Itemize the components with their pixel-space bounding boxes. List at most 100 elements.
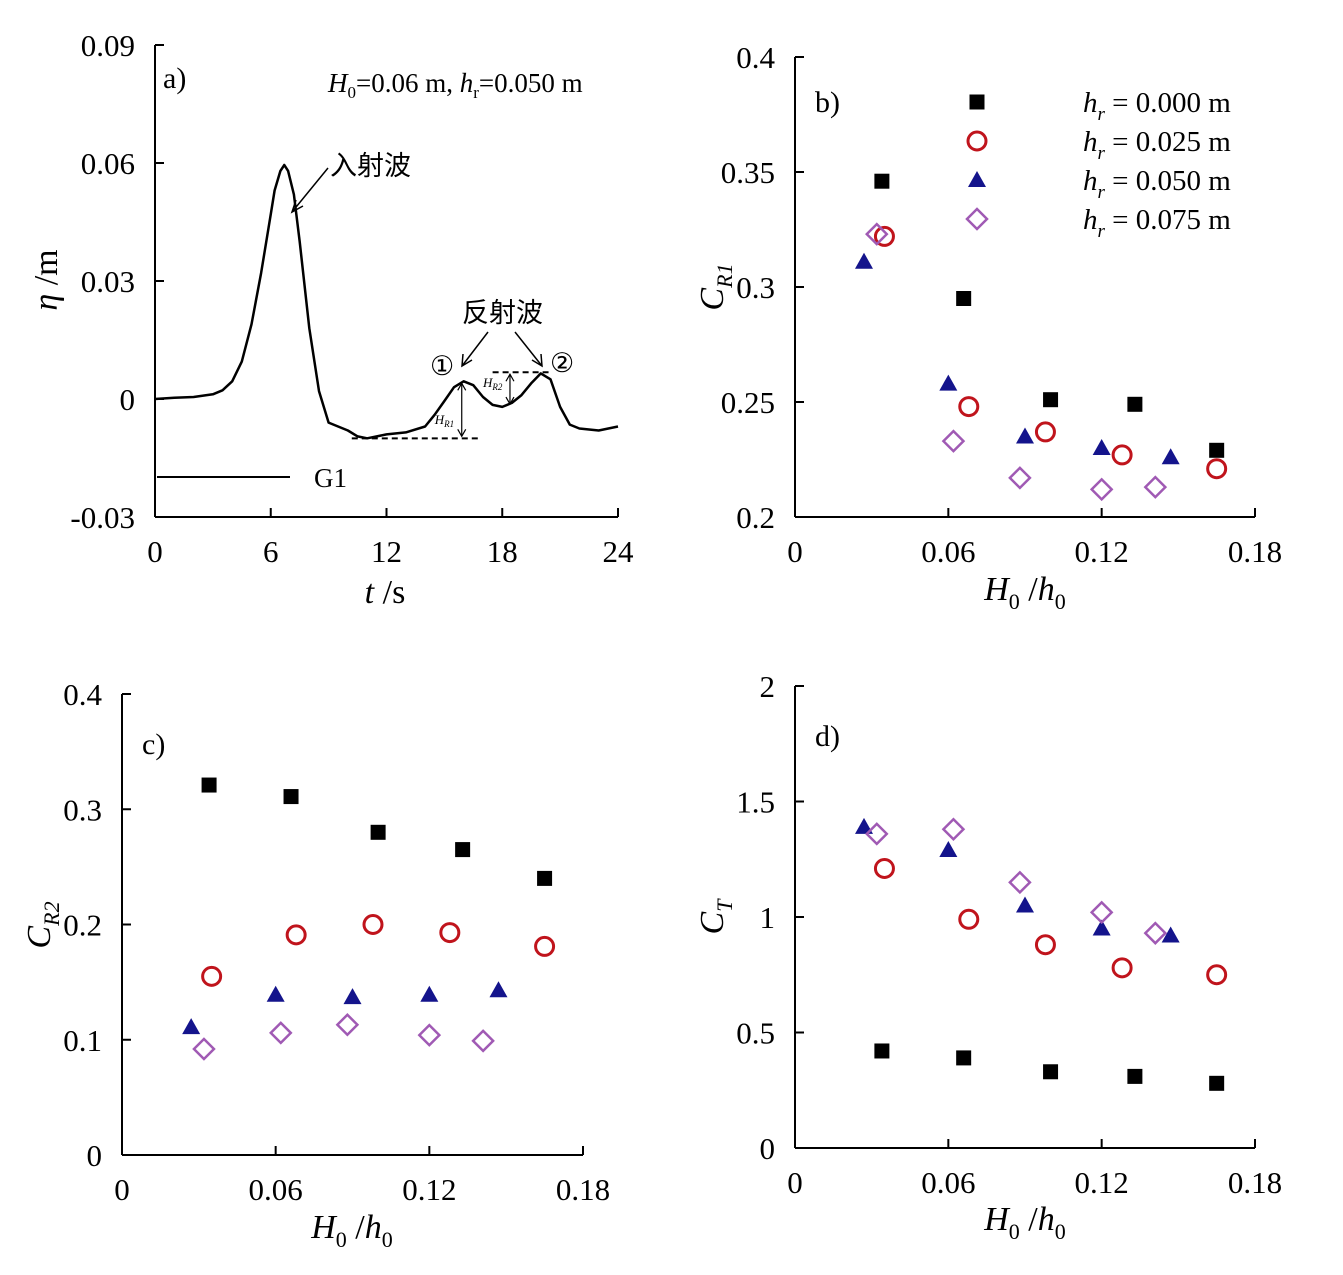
circle-marker [1034,421,1056,443]
y-axis-label-C: C [694,288,731,311]
circle-marker [873,857,895,879]
triangle-marker [182,1018,201,1035]
square-marker [874,1043,890,1059]
legend-entry: hr = 0.050 m [1083,165,1231,203]
annotation-h: h [460,68,474,98]
series-diamond [865,817,1168,945]
legend-entry-value: = 0.075 m [1105,204,1231,236]
y-tick-label: 0.35 [721,155,775,190]
x-tick-label: 0.12 [1075,534,1129,569]
triangle-marker [855,252,873,269]
square-marker [1043,1064,1059,1080]
legend-entry: hr = 0.075 m [1083,204,1231,242]
legend-entry-value: = 0.000 m [1105,87,1231,119]
legend-entry-h: h [1083,165,1098,197]
x-axis-label-h-sub: 0 [1055,1219,1066,1244]
x-tick-label: 0.12 [402,1172,456,1207]
incident-arrowhead [290,199,304,214]
x-axis-label-var: t [365,574,376,611]
HR2-arrowhead-bottom [505,396,515,406]
square-marker [956,291,972,306]
triangle-marker [968,171,986,187]
y-tick-label: 0.09 [81,28,135,63]
legend-entry-h: h [1083,204,1098,236]
y-tick-label: 0.1 [63,1023,102,1058]
y-tick-label: 0.06 [81,146,135,181]
x-tick-label: 18 [487,534,518,569]
y-tick-label: 0 [760,1131,776,1166]
square-marker [956,1050,972,1066]
incident-arrow [291,167,329,213]
HR1-label-H: H [434,412,445,427]
legend-entry-h: h [1083,126,1098,158]
x-tick-label: 0.18 [1228,534,1282,569]
legend-entry-sub: r [1098,221,1106,242]
G1-legend-label: G1 [314,463,347,493]
legend-entry-value: = 0.050 m [1105,165,1231,197]
y-tick-label: -0.03 [70,500,135,535]
panel-label: b) [815,86,840,119]
x-axis-label-H-sub: 0 [1009,1219,1020,1244]
series-square [201,777,553,886]
x-axis-label-H: H [983,1201,1011,1238]
y-tick-label: 0.5 [736,1016,775,1051]
y-tick-label: 1.5 [736,785,775,820]
x-axis-label: H0 /h0 [983,571,1066,614]
y-tick-label: 0.3 [736,270,775,305]
diamond-marker [941,429,966,453]
circle-marker [966,130,988,152]
y-tick-label: 0.3 [63,792,102,827]
x-tick-label: 12 [371,534,402,569]
legend-entry-value: = 0.025 m [1105,126,1231,158]
diamond-marker [335,1012,360,1037]
panel-b: 0 0.06 0.12 0.180.20.250.30.350.4b)H0 /h0CR… [694,40,1282,614]
incident-wave-label: 入射波 [330,151,411,181]
reflected-arrow-1 [461,331,489,367]
series-diamond [192,1012,495,1061]
circle-marker [201,965,223,987]
y-axis-label-sub: T [712,898,737,912]
x-tick-label: 0.18 [556,1172,610,1207]
reflected-arrow-2 [514,331,543,367]
HR1-arrowhead-bottom [457,429,467,438]
diamond-marker [865,822,889,846]
circle-marker [362,914,384,935]
series-circle [873,857,1228,986]
y-axis-label: CR1 [694,263,737,310]
x-tick-label: 0 [114,1172,130,1207]
square-marker [1127,396,1143,412]
x-tick-label: 0.12 [1075,1165,1129,1200]
HR1-arrowhead-top [457,382,467,391]
x-axis-label-h-sub: 0 [382,1227,393,1252]
circle-marker [1111,957,1133,979]
annotation-H: H [327,68,349,98]
diamond-marker [1089,900,1114,925]
series-diamond [865,222,1168,502]
triangle-marker [939,374,958,391]
y-axis-label: CT [694,898,737,935]
triangle-marker [1016,896,1034,913]
diamond-marker [965,207,989,231]
y-tick-label: 0.4 [736,40,775,75]
circle-marker [958,396,980,418]
wave-series-line [154,163,619,440]
annotation-h-sub: r [473,83,479,102]
circle-marker [1206,458,1228,480]
triangle-marker [489,981,508,998]
circle-marker [1034,934,1056,956]
circle-marker [439,922,461,944]
diamond-marker [471,1029,495,1053]
legend-entry-h: h [1083,87,1098,119]
y-tick-label: 1 [760,900,776,935]
annotation-eq2: =0.050 m [479,68,583,98]
annotation: H0=0.06 m, hr=0.050 m [327,68,583,102]
square-marker [201,777,217,793]
x-tick-label: 0.06 [249,1172,303,1207]
y-tick-label: 0.2 [736,500,775,535]
x-tick-label: 0 [147,534,163,569]
diamond-marker [941,817,966,841]
y-axis-label-C: C [21,926,58,949]
triangle-marker [420,985,439,1002]
